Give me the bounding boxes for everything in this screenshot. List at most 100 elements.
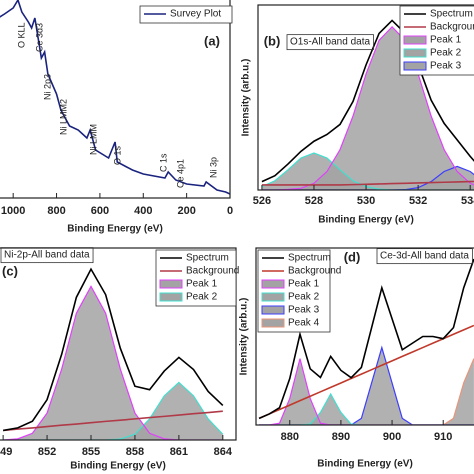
legend-label: Peak 2 [430, 48, 462, 59]
peak-area [259, 347, 474, 425]
x-tick-label: 534 [461, 195, 474, 207]
x-tick-label: 900 [383, 431, 401, 443]
x-tick-label: 864 [214, 446, 233, 458]
peak-annotation: Ce 3d3 [34, 23, 44, 52]
peak-annotation: O KLL [16, 22, 26, 48]
x-axis-label: Binding Energy (eV) [317, 459, 413, 470]
legend-swatch [261, 305, 285, 315]
series-line [0, 0, 230, 195]
title-box [0, 247, 94, 264]
legend-label: Peak 3 [430, 61, 462, 72]
series-line [258, 258, 474, 420]
peak-area [261, 166, 474, 190]
x-tick-label: 880 [281, 431, 299, 443]
legend-box [139, 5, 233, 24]
panel-label: (d) [344, 249, 361, 264]
panel: 526 528 530 532 534 Binding Energy (eV) Intens… [241, 4, 474, 226]
panel-label: (c) [2, 263, 18, 278]
panel-label: (a) [204, 33, 220, 48]
series-line [258, 324, 474, 420]
series-line [261, 165, 474, 190]
series-line [261, 180, 474, 186]
x-axis-label: Binding Energy (eV) [67, 224, 163, 235]
legend-swatch [261, 279, 285, 289]
legend-swatch [403, 35, 427, 45]
plot-area [261, 19, 474, 190]
panel-title: Ce-3d-All band data [380, 251, 469, 262]
legend-label: Peak 1 [186, 279, 218, 290]
x-tick-label: 858 [126, 446, 144, 458]
x-tick-label: 861 [170, 446, 188, 458]
y-axis-label: Intensity (arb.u.) [239, 298, 250, 376]
series-line [261, 19, 474, 183]
x-tick-label: 1000 [1, 205, 25, 217]
series-line [3, 285, 223, 440]
peak-annotation: O 1s [112, 145, 122, 165]
plot-frame [257, 4, 474, 191]
plot-area [258, 258, 474, 425]
legend-label: Spectrum [430, 9, 473, 20]
legend-label: Background [288, 266, 341, 277]
legend-box [257, 249, 331, 333]
legend-label: Peak 1 [288, 279, 320, 290]
x-tick-label: 855 [82, 446, 100, 458]
title-box [376, 248, 473, 265]
legend-swatch [261, 292, 285, 302]
panel-label: (b) [264, 33, 281, 48]
legend-label: Peak 2 [288, 292, 320, 303]
legend-label: Peak 1 [430, 35, 462, 46]
x-tick-label: 532 [409, 195, 427, 207]
panel: 1000 800 600 400 200 0 Binding Energy (eV) (a) O… [0, 0, 233, 235]
legend-label: Spectrum [186, 253, 229, 264]
panel-title: O1s-All band data [290, 37, 370, 48]
x-tick-label: 400 [134, 205, 152, 217]
legend-label: Spectrum [288, 253, 331, 264]
peak-annotation: Ni LMM [88, 124, 98, 155]
peak-annotation: C 1s [158, 153, 168, 172]
legend-swatch [159, 279, 183, 289]
plot-frame [255, 247, 474, 426]
x-tick-label: 528 [305, 195, 323, 207]
x-axis-label: Binding Energy (eV) [70, 461, 166, 472]
peak-area [3, 286, 223, 440]
x-tick-label: 600 [91, 205, 109, 217]
peak-annotation: Ni LMM2 [58, 99, 68, 135]
legend-label: Survey Plot [170, 9, 221, 20]
x-tick-label: 849 [0, 446, 12, 458]
x-tick-label: 910 [434, 431, 452, 443]
peak-area [261, 153, 474, 190]
peak-area [261, 26, 474, 190]
peak-area [259, 358, 474, 425]
series-line [261, 152, 474, 190]
x-tick-label: 526 [253, 195, 271, 207]
series-line [3, 410, 223, 432]
legend-label: Background [430, 22, 474, 33]
panel-title: Ni-2p-All band data [4, 250, 90, 261]
legend-swatch [261, 318, 285, 328]
legend-swatch [403, 48, 427, 58]
peak-area [3, 382, 223, 440]
legend-label: Peak 4 [288, 318, 320, 329]
panel: 880 890 900 910 Binding Energy (eV) Intensity… [239, 247, 474, 470]
plot-area [0, 0, 230, 195]
plot-frame [0, 247, 237, 441]
peak-annotation: Ni 2p3 [42, 74, 52, 100]
legend-swatch [403, 61, 427, 71]
x-axis-label: Binding Energy (eV) [318, 215, 414, 226]
x-tick-label: 852 [38, 446, 56, 458]
x-tick-label: 200 [177, 205, 195, 217]
x-tick-label: 800 [47, 205, 65, 217]
x-tick-label: 890 [332, 431, 350, 443]
x-tick-label: 0 [227, 205, 233, 217]
series-line [259, 358, 474, 425]
legend-label: Background [186, 266, 239, 277]
panel: 849 852 855 858 861 864 Binding Energy (eV) (c)… [0, 247, 239, 472]
title-box [286, 34, 374, 51]
x-tick-label: 530 [357, 195, 375, 207]
legend-label: Peak 2 [186, 292, 218, 303]
series-line [261, 25, 474, 190]
series-line [2, 267, 224, 432]
legend-swatch [159, 292, 183, 302]
legend-label: Peak 3 [288, 305, 320, 316]
